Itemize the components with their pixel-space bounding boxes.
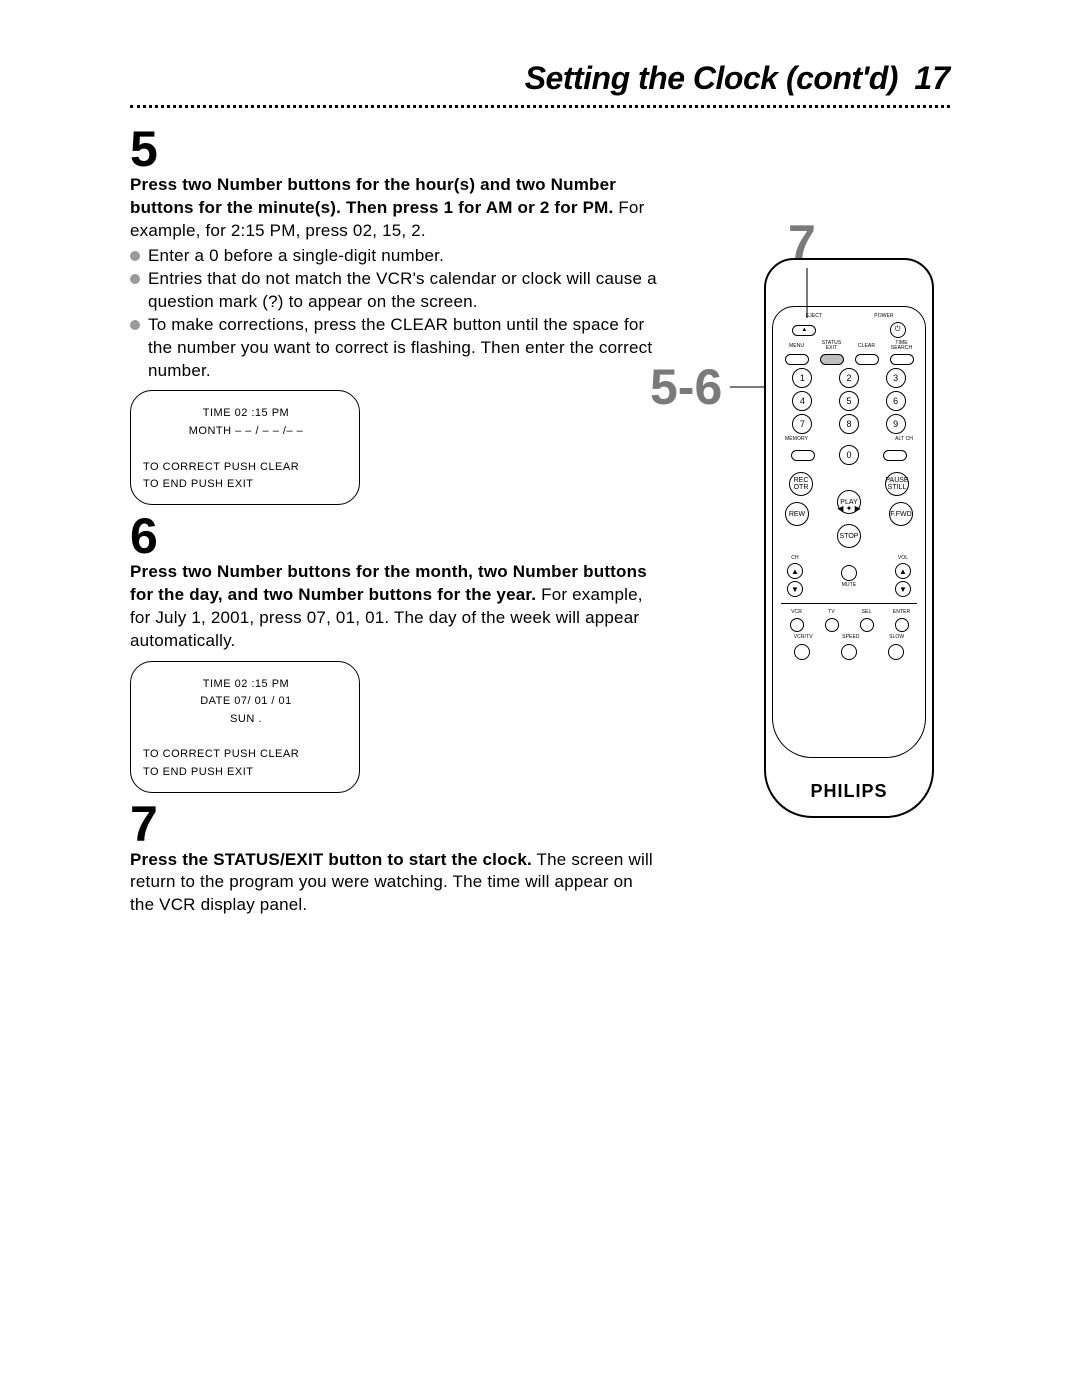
vcr-label: VCR — [779, 610, 814, 615]
remote-control: EJECT POWER ▲ ⏻ MENU STATUS EXIT CLEAR T… — [764, 258, 934, 818]
status-exit-button[interactable] — [820, 354, 844, 365]
step-7-text: Press the STATUS/EXIT button to start th… — [130, 849, 660, 918]
slow-button[interactable] — [888, 644, 904, 660]
number-2-button[interactable]: 2 — [839, 368, 859, 388]
mute-label: MUTE — [842, 583, 857, 588]
center-button[interactable] — [841, 565, 857, 581]
time-search-button[interactable] — [890, 354, 914, 365]
screen-line: TIME 02 :15 PM — [143, 676, 349, 694]
step-5-text: Press two Number buttons for the hour(s)… — [130, 174, 660, 243]
number-8-button[interactable]: 8 — [839, 414, 859, 434]
instructions-column: 5 Press two Number buttons for the hour(… — [130, 118, 660, 917]
step-7-bold: Press the STATUS/EXIT button to start th… — [130, 850, 532, 869]
ch-down-button[interactable] — [787, 581, 803, 597]
number-1-button[interactable]: 1 — [792, 368, 812, 388]
brand-logo: PHILIPS — [764, 781, 934, 802]
sel-label: SEL — [849, 610, 884, 615]
number-6-button[interactable]: 6 — [886, 391, 906, 411]
screen-display-5: TIME 02 :15 PM MONTH – – / – – /– – TO C… — [130, 390, 360, 504]
bullet-item: Entries that do not match the VCR's cale… — [130, 268, 660, 314]
number-0-button[interactable]: 0 — [839, 445, 859, 465]
step-6-number: 6 — [130, 511, 660, 561]
power-button[interactable]: ⏻ — [890, 322, 906, 338]
remote-column: 7 5-6 EJECT POWER ▲ ⏻ — [660, 118, 950, 917]
pause-button[interactable]: PAUSE STILL — [885, 472, 909, 496]
clear-label: CLEAR — [849, 344, 884, 349]
vol-down-button[interactable] — [895, 581, 911, 597]
enter-label: ENTER — [884, 610, 919, 615]
ch-up-button[interactable] — [787, 563, 803, 579]
altch-button[interactable] — [883, 450, 907, 461]
screen-line: SUN . — [143, 711, 349, 729]
number-7-button[interactable]: 7 — [792, 414, 812, 434]
tv-button[interactable] — [825, 618, 839, 632]
rew-button[interactable]: REW — [785, 502, 809, 526]
number-5-button[interactable]: 5 — [839, 391, 859, 411]
screen-line: TO CORRECT PUSH CLEAR — [143, 459, 349, 477]
screen-line: TO END PUSH EXIT — [143, 476, 349, 494]
ch-vol-row: CH MUTE VOL — [779, 556, 919, 597]
step-6-text: Press two Number buttons for the month, … — [130, 561, 660, 653]
status-exit-label: STATUS EXIT — [814, 341, 849, 351]
divider-dotted — [130, 105, 950, 108]
menu-label: MENU — [779, 344, 814, 349]
page-header: Setting the Clock (cont'd) 17 — [130, 60, 950, 97]
step-5-number: 5 — [130, 124, 660, 174]
vcrtv-button[interactable] — [794, 644, 810, 660]
time-search-label: TIME SEARCH — [884, 341, 919, 351]
menu-button[interactable] — [785, 354, 809, 365]
screen-line: TIME 02 :15 PM — [143, 405, 349, 423]
stop-button[interactable]: STOP — [837, 524, 861, 548]
altch-label: ALT CH — [895, 437, 913, 442]
eject-button[interactable]: ▲ — [792, 325, 816, 336]
screen-line: TO CORRECT PUSH CLEAR — [143, 746, 349, 764]
clear-button[interactable] — [855, 354, 879, 365]
vol-up-button[interactable] — [895, 563, 911, 579]
eject-label: EJECT — [779, 314, 849, 319]
vcr-button[interactable] — [790, 618, 804, 632]
vcrtv-label: VCR/TV — [794, 635, 813, 640]
bullet-item: Enter a 0 before a single-digit number. — [130, 245, 660, 268]
page-number: 17 — [914, 60, 950, 96]
enter-button[interactable] — [895, 618, 909, 632]
power-label: POWER — [849, 314, 919, 319]
tv-label: TV — [814, 610, 849, 615]
screen-display-6: TIME 02 :15 PM DATE 07/ 01 / 01 SUN . TO… — [130, 661, 360, 793]
step-5-bold: Press two Number buttons for the hour(s)… — [130, 175, 616, 217]
speed-button[interactable] — [841, 644, 857, 660]
slow-label: SLOW — [889, 635, 904, 640]
panel-divider — [781, 603, 917, 604]
speed-label: SPEED — [842, 635, 859, 640]
callout-5-6: 5-6 — [650, 358, 722, 416]
transport-cluster: REC OTR PAUSE STILL PLAY REW F.FWD STOP … — [779, 468, 919, 558]
step-7-number: 7 — [130, 799, 660, 849]
memory-button[interactable] — [791, 450, 815, 461]
screen-line: DATE 07/ 01 / 01 — [143, 693, 349, 711]
screen-line: TO END PUSH EXIT — [143, 764, 349, 782]
nav-arrows-icon: ◀ ✦ ▶ — [837, 504, 860, 513]
bullet-item: To make corrections, press the CLEAR but… — [130, 314, 660, 383]
remote-panel: EJECT POWER ▲ ⏻ MENU STATUS EXIT CLEAR T… — [772, 306, 926, 758]
callout-5-6-line — [730, 386, 766, 388]
rec-button[interactable]: REC OTR — [789, 472, 813, 496]
sel-button[interactable] — [860, 618, 874, 632]
page-title: Setting the Clock (cont'd) — [525, 60, 898, 96]
ffwd-button[interactable]: F.FWD — [889, 502, 913, 526]
number-9-button[interactable]: 9 — [886, 414, 906, 434]
number-4-button[interactable]: 4 — [792, 391, 812, 411]
screen-line: MONTH – – / – – /– – — [143, 423, 349, 441]
number-3-button[interactable]: 3 — [886, 368, 906, 388]
step-5-bullets: Enter a 0 before a single-digit number. … — [130, 245, 660, 383]
memory-label: MEMORY — [785, 437, 808, 442]
